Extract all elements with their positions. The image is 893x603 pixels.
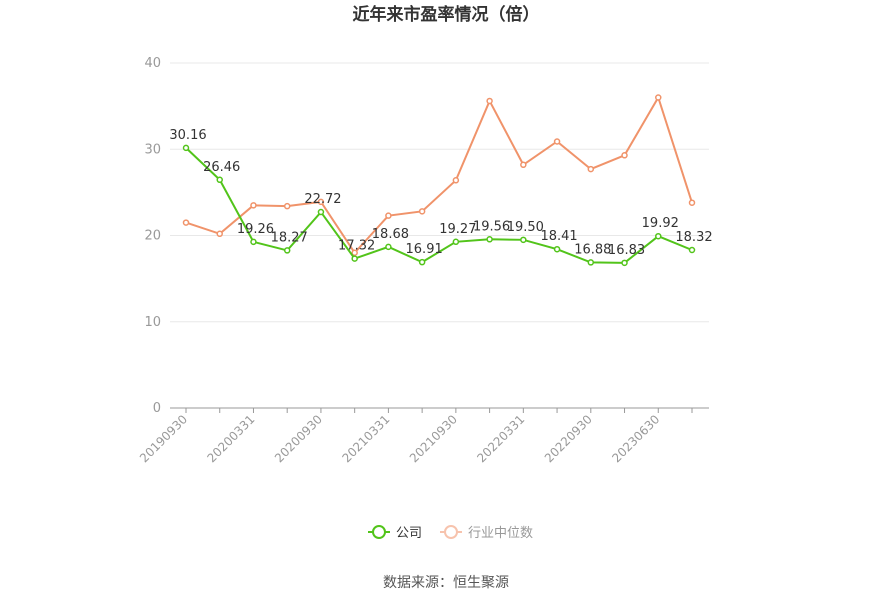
data-point xyxy=(655,94,662,101)
data-point xyxy=(520,236,527,244)
data-point xyxy=(655,232,662,240)
x-tick-label: 20200331 xyxy=(204,412,257,465)
legend-marker xyxy=(444,525,458,539)
data-label: 30.16 xyxy=(169,128,206,143)
legend-item-industry-median[interactable]: 行业中位数 xyxy=(440,525,533,541)
data-label: 18.68 xyxy=(372,227,409,242)
data-label: 18.32 xyxy=(675,230,712,245)
data-point xyxy=(486,97,493,105)
x-tick-label: 20200930 xyxy=(272,412,325,465)
data-source: 数据来源：恒生聚源 xyxy=(383,575,509,591)
chart-title: 近年来市盈率情况（倍） xyxy=(353,4,540,25)
data-point xyxy=(418,258,426,266)
x-tick-label: 20220331 xyxy=(474,412,527,465)
data-point xyxy=(182,144,190,152)
legend-marker xyxy=(372,525,386,539)
x-tick-label: 20210930 xyxy=(407,412,460,465)
y-tick-label: 40 xyxy=(144,56,161,71)
data-point xyxy=(520,161,527,169)
data-point xyxy=(283,202,291,210)
data-point xyxy=(553,245,561,253)
data-point xyxy=(621,259,628,267)
data-point xyxy=(250,202,257,209)
data-point xyxy=(452,238,460,246)
data-point xyxy=(553,138,561,145)
series-line-industry-median xyxy=(185,95,693,255)
data-label: 16.88 xyxy=(574,242,611,257)
data-point xyxy=(486,236,493,243)
data-point xyxy=(351,255,358,262)
data-point xyxy=(587,259,595,266)
data-point xyxy=(250,238,257,246)
data-point xyxy=(688,199,696,206)
data-label: 26.46 xyxy=(203,160,240,175)
data-label: 16.91 xyxy=(406,242,443,257)
data-point xyxy=(216,176,223,184)
y-tick-label: 30 xyxy=(144,142,161,157)
data-label: 22.72 xyxy=(304,192,341,207)
y-tick-label: 10 xyxy=(144,315,161,330)
x-tick-label: 20210331 xyxy=(339,412,392,465)
data-label: 19.56 xyxy=(473,219,510,234)
legend[interactable]: 公司 行业中位数 xyxy=(368,525,533,541)
x-axis: 20190930 20200331 20200930 20210331 20210930… xyxy=(137,407,709,465)
y-tick-label: 20 xyxy=(144,229,161,244)
x-tick-label: 20230630 xyxy=(609,412,662,465)
y-tick-label: 0 xyxy=(153,401,161,416)
legend-label: 行业中位数 xyxy=(468,526,533,541)
y-axis: 0 10 20 30 40 xyxy=(144,56,161,416)
data-label: 19.92 xyxy=(642,216,679,231)
legend-label: 公司 xyxy=(396,526,422,541)
data-point xyxy=(182,219,190,226)
grid-lines xyxy=(170,62,709,323)
data-point xyxy=(317,198,325,206)
series-line-company xyxy=(185,147,693,264)
data-label: 19.50 xyxy=(507,220,544,235)
data-point xyxy=(452,177,460,184)
data-label: 18.27 xyxy=(271,230,308,245)
x-tick-label: 20220930 xyxy=(542,412,595,465)
data-label: 19.26 xyxy=(237,222,274,237)
data-label: 17.32 xyxy=(338,239,375,254)
data-point xyxy=(351,249,358,256)
data-label: 19.27 xyxy=(439,222,476,237)
series-group xyxy=(182,94,696,267)
data-label: 16.83 xyxy=(608,243,645,258)
x-tick-label: 20190930 xyxy=(137,412,190,465)
data-point xyxy=(216,230,223,238)
data-point xyxy=(385,212,392,219)
data-point xyxy=(317,208,325,216)
data-point xyxy=(418,208,426,215)
data-point xyxy=(621,152,628,159)
data-point xyxy=(587,165,595,173)
legend-item-company[interactable]: 公司 xyxy=(368,525,422,541)
data-point xyxy=(688,246,696,254)
data-point xyxy=(385,243,392,251)
data-label: 18.41 xyxy=(540,229,577,244)
data-point xyxy=(283,247,291,254)
